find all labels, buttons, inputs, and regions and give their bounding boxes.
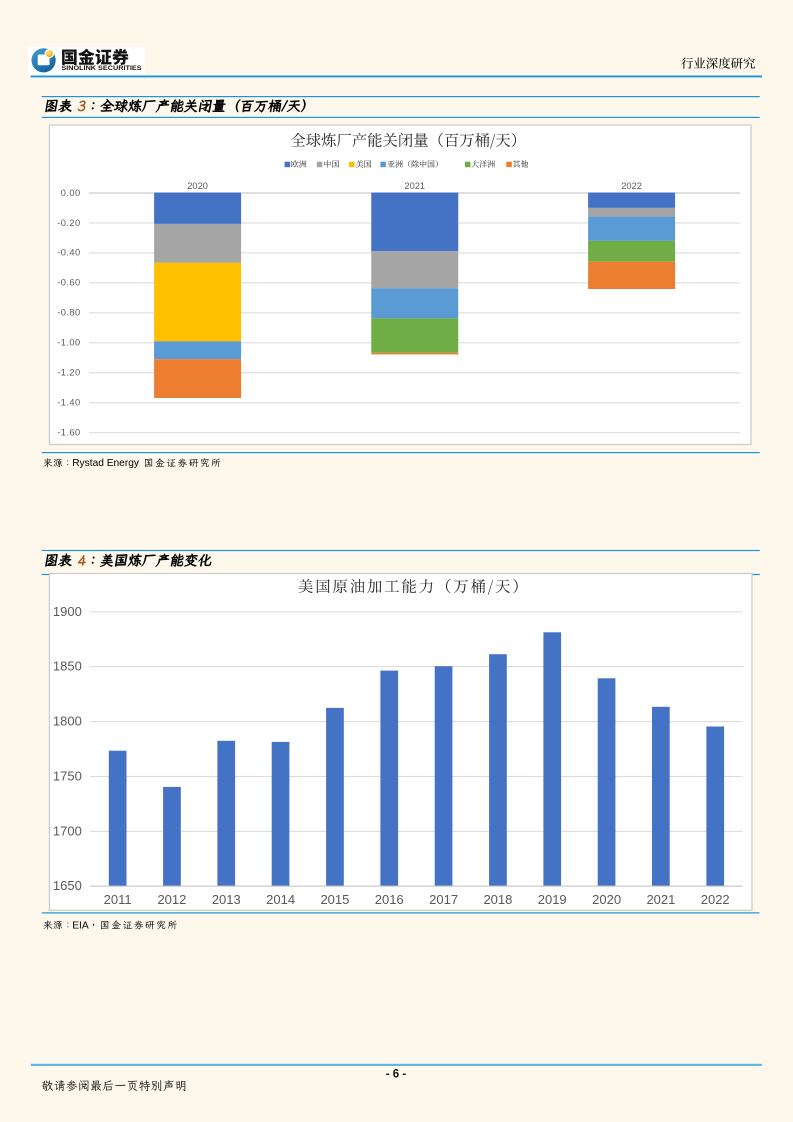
svg-text:-1.40: -1.40 <box>57 398 80 408</box>
svg-text:2016: 2016 <box>375 892 404 907</box>
svg-text:1700: 1700 <box>53 823 82 838</box>
svg-text:2022: 2022 <box>621 181 642 191</box>
svg-text:1650: 1650 <box>53 878 82 893</box>
svg-text:EIA: EIA <box>72 920 89 931</box>
svg-text:- 6 -: - 6 - <box>386 1069 407 1081</box>
svg-text:1850: 1850 <box>53 659 82 674</box>
svg-text:-0.40: -0.40 <box>57 248 80 258</box>
svg-text:2022: 2022 <box>701 892 730 907</box>
svg-text:2021: 2021 <box>404 181 425 191</box>
svg-text:-1.60: -1.60 <box>57 428 80 438</box>
svg-text:2013: 2013 <box>212 892 241 907</box>
svg-text:2020: 2020 <box>592 892 621 907</box>
svg-text:-0.20: -0.20 <box>57 218 80 228</box>
svg-text:1800: 1800 <box>53 714 82 729</box>
svg-text:2021: 2021 <box>646 892 675 907</box>
svg-text:Rystad Energy: Rystad Energy <box>72 458 140 469</box>
svg-text:2020: 2020 <box>187 181 208 191</box>
svg-text:2014: 2014 <box>266 892 295 907</box>
svg-text:-1.00: -1.00 <box>57 338 80 348</box>
svg-text:2019: 2019 <box>538 892 567 907</box>
svg-text:2017: 2017 <box>429 892 458 907</box>
svg-text:1900: 1900 <box>53 604 82 619</box>
svg-text:-1.20: -1.20 <box>57 368 80 378</box>
svg-text:2011: 2011 <box>104 892 132 907</box>
svg-text:0.00: 0.00 <box>61 188 81 198</box>
svg-text:2018: 2018 <box>483 892 512 907</box>
svg-text:-0.80: -0.80 <box>57 308 80 318</box>
svg-text:1750: 1750 <box>53 769 82 784</box>
svg-text:SINOLINK SECURITIES: SINOLINK SECURITIES <box>61 65 142 72</box>
svg-text:2015: 2015 <box>320 892 349 907</box>
svg-text:2012: 2012 <box>157 892 186 907</box>
svg-text:-0.60: -0.60 <box>57 278 80 288</box>
